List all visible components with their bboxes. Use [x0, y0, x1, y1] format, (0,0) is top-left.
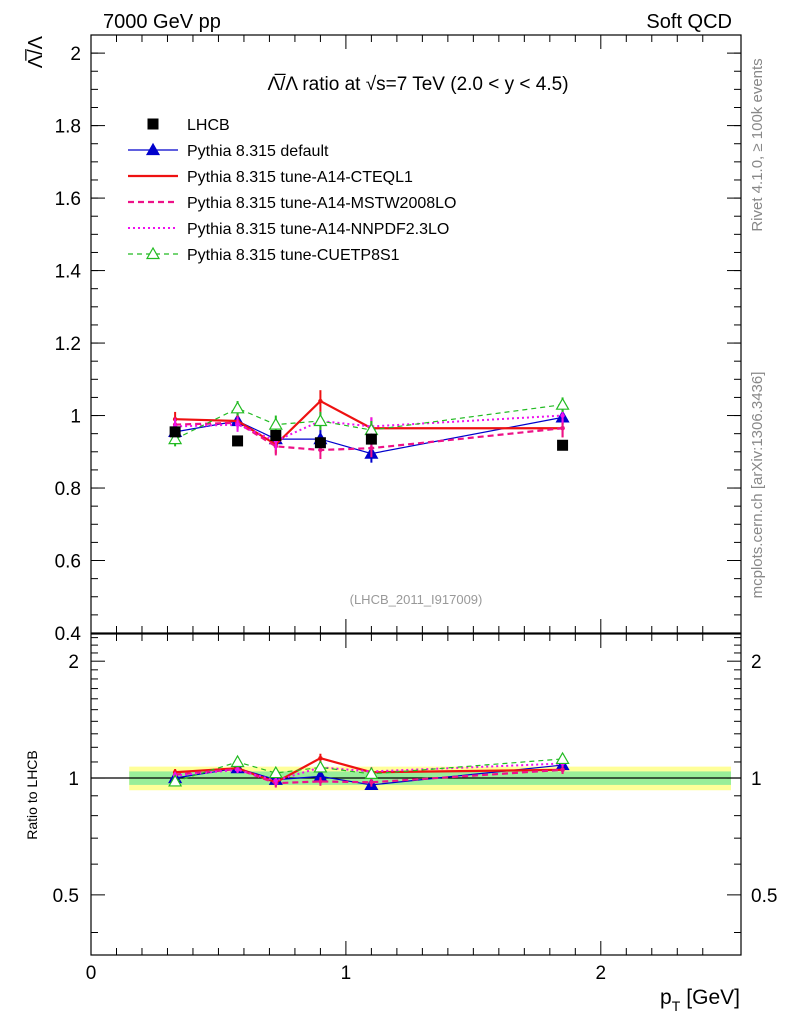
main-point-cuetp — [313, 413, 328, 427]
ratio-point-nnpdf — [235, 767, 240, 773]
ratio-ytick-label: 1 — [68, 769, 79, 790]
x-axis-label-main: p — [660, 986, 672, 1009]
ratio-point-cuetp — [313, 760, 328, 773]
data-point — [314, 437, 326, 449]
x-axis-label-unit: [GeV] — [686, 986, 740, 1009]
x-tick-label: 1 — [341, 963, 352, 984]
main-ticks: 0.4 0.6 0.8 1 1.2 1.4 1.6 1.8 2 — [55, 35, 741, 645]
main-point-cuetp — [268, 417, 283, 430]
main-line-nnpdf — [175, 414, 563, 443]
ratio-point-cteql1 — [318, 755, 323, 761]
legend-label-nnpdf: Pythia 8.315 tune-A14-NNPDF2.3LO — [187, 221, 449, 238]
legend-label-mstw: Pythia 8.315 tune-A14-MSTW2008LO — [187, 195, 456, 212]
main-point-nnpdf — [560, 413, 565, 418]
data-point — [557, 439, 569, 451]
main-ytick-label: 1.6 — [55, 189, 81, 210]
rivet-label: Rivet 4.1.0, ≥ 100k events — [749, 58, 766, 231]
ratio-ytick-label-right: 0.5 — [751, 886, 777, 907]
ratio-line-cuetp — [174, 758, 563, 783]
data-point — [232, 435, 244, 447]
ratio-ytick-label-right: 2 — [751, 652, 762, 673]
main-point-mstw — [560, 426, 565, 431]
ratio-point-cuetp — [364, 766, 379, 779]
header-right: Soft QCD — [646, 11, 732, 33]
ratio-point-mstw — [318, 779, 323, 784]
header-left: 7000 GeV pp — [103, 11, 221, 33]
legend-marker-data — [147, 118, 159, 130]
main-point-cuetp — [555, 397, 570, 410]
ratio-ticks: 0.5 0.5 1 1 2 2 0 1 2 — [53, 634, 777, 984]
legend: LHCB Pythia 8.315 default Pythia 8.315 tun… — [128, 117, 456, 264]
legend-marker-default — [145, 142, 161, 156]
ratio-ylabel: Ratio to LHCB — [24, 750, 40, 839]
main-point-nnpdf — [235, 422, 240, 427]
main-point-mstw — [318, 447, 323, 453]
ratio-point-nnpdf — [273, 778, 279, 783]
main-ylabel: Λ̅/Λ — [24, 35, 47, 68]
ratio-line-nnpdf — [175, 762, 563, 782]
legend-marker-cuetp — [145, 246, 161, 260]
main-panel-frame — [90, 34, 742, 634]
main-line-cuetp — [174, 404, 563, 440]
main-ytick-label: 0.8 — [55, 479, 81, 500]
main-ytick-label: 1.8 — [55, 117, 81, 138]
ratio-line-mstw — [175, 767, 563, 785]
ratio-panel-frame — [90, 633, 742, 956]
legend-label-cteql1: Pythia 8.315 tune-A14-CTEQL1 — [187, 169, 413, 186]
main-series — [168, 390, 570, 463]
x-axis-label-sub: T — [672, 998, 681, 1014]
ratio-point-cuetp — [268, 765, 283, 779]
data-point — [169, 426, 181, 438]
main-ytick-label: 2 — [70, 44, 81, 65]
ratio-ytick-label: 0.5 — [53, 886, 79, 907]
main-title: Λ̅/Λ ratio at √s=7 TeV (2.0 < y < 4.5) — [267, 74, 568, 95]
legend-label-cuetp: Pythia 8.315 tune-CUETP8S1 — [187, 247, 400, 264]
main-line-mstw — [175, 421, 563, 452]
data-point — [365, 433, 377, 445]
x-tick-label: 0 — [86, 963, 97, 984]
ratio-point-mstw — [369, 780, 374, 785]
legend-label-default: Pythia 8.315 default — [187, 143, 329, 160]
ratio-point-cuetp — [555, 751, 570, 765]
x-tick-label: 2 — [596, 963, 607, 984]
x-axis-label: pT [GeV] — [660, 986, 740, 1014]
ratio-ytick-label: 2 — [68, 652, 79, 673]
main-ytick-label: 0.4 — [55, 624, 82, 645]
ratio-ytick-label-right: 1 — [751, 769, 762, 790]
main-point-cuetp — [168, 431, 183, 445]
mcplots-label: mcplots.cern.ch [arXiv:1306.3436] — [749, 372, 766, 599]
main-point-mstw — [369, 445, 374, 451]
ratio-point-mstw — [560, 767, 565, 773]
ratio-series — [168, 751, 570, 791]
main-ytick-label: 0.6 — [55, 552, 81, 573]
legend-label-data: LHCB — [187, 117, 230, 134]
ratio-point-cuetp — [230, 754, 245, 768]
main-ytick-label: 1.2 — [55, 334, 81, 355]
data-point — [270, 429, 282, 441]
main-ytick-label: 1.4 — [55, 262, 82, 283]
main-line-cteql1 — [175, 399, 563, 446]
analysis-watermark: (LHCB_2011_I917009) — [350, 592, 483, 607]
ratio-point-cuetp — [168, 774, 183, 787]
main-point-cteql1 — [318, 398, 323, 404]
main-point-cuetp — [230, 401, 245, 414]
main-ytick-label: 1 — [70, 407, 81, 428]
